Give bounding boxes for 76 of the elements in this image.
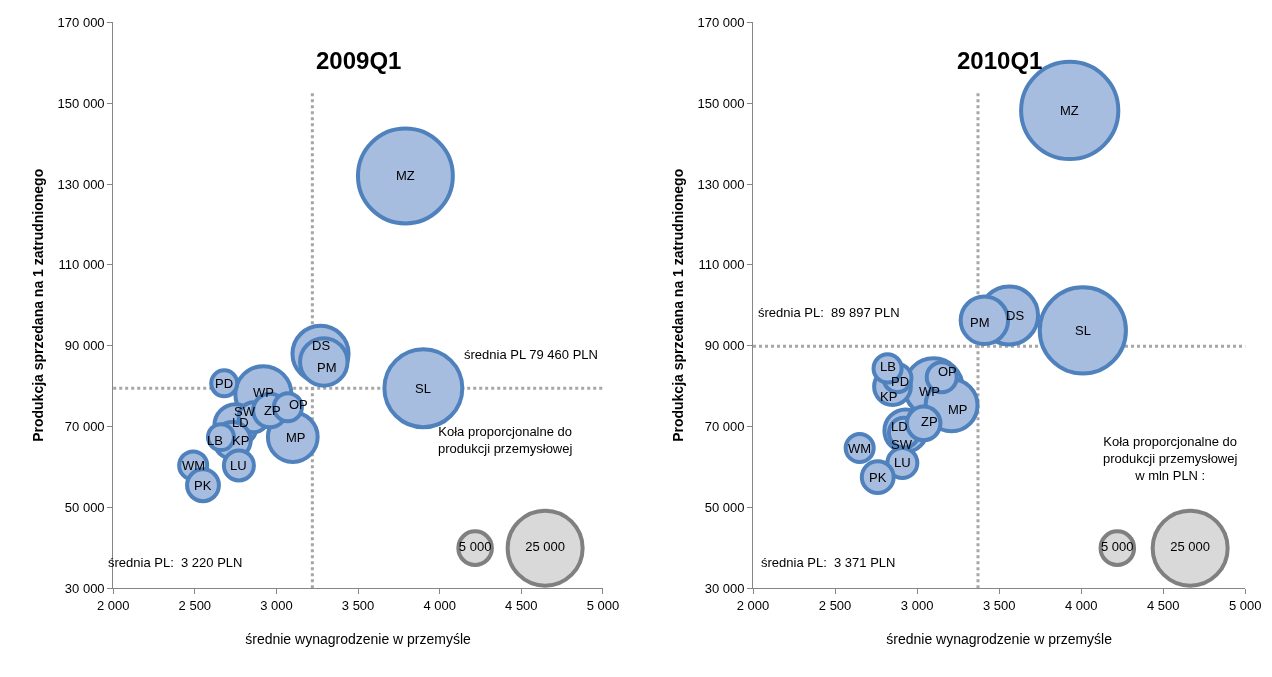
legend-label: 25 000 — [525, 539, 566, 555]
series-label: OP — [938, 364, 957, 379]
ref-line-label: średnia PL 79 460 PLN — [464, 347, 598, 362]
y-tick-label: 50 000 — [704, 500, 745, 516]
series-label: LD — [891, 419, 908, 434]
series-label: WM — [182, 458, 206, 473]
series-label: PM — [970, 315, 990, 330]
annotation: Koła proporcjonalne do produkcji przemysłowej — [438, 424, 573, 456]
y-tick-label: 150 000 — [57, 95, 105, 111]
series-label: PD — [215, 376, 234, 391]
x-tick-label: 4 500 — [505, 597, 538, 613]
y-tick-label: 170 000 — [57, 14, 105, 30]
series-label: ZP — [264, 403, 281, 418]
x-tick-label: 5 000 — [1229, 597, 1262, 613]
x-axis-title: średnie wynagrodzenie w przemyśle — [245, 631, 472, 648]
y-tick-label: 30 000 — [704, 580, 745, 596]
series-label: MZ — [1060, 103, 1079, 118]
series-label: LB — [880, 359, 896, 374]
series-label: LU — [894, 455, 911, 470]
x-tick-label: 3 000 — [260, 597, 293, 613]
x-tick-label: 4 000 — [1064, 597, 1098, 613]
x-tick-label: 3 500 — [982, 597, 1016, 613]
x-tick-label: 4 000 — [423, 597, 456, 613]
annotation: średnia PL: 3 220 PLN — [108, 555, 243, 570]
y-tick-label: 170 000 — [697, 14, 745, 30]
series-label: DS — [312, 338, 331, 353]
x-tick-label: 2 000 — [736, 597, 770, 613]
series-label: PK — [194, 478, 212, 493]
series-label: PD — [891, 374, 910, 389]
series-label: MP — [948, 402, 968, 417]
x-tick-label: 2 500 — [178, 597, 212, 613]
annotation: Koła proporcjonalne do produkcji przemysłowej w mln PLN : — [1103, 434, 1238, 483]
y-tick-label: 70 000 — [704, 419, 745, 435]
series-label: MP — [286, 430, 306, 445]
y-axis-title: Produkcja sprzedana na 1 zatrudnionego — [670, 168, 687, 442]
text: 2010Q1 — [957, 47, 1043, 74]
series-label: WM — [848, 441, 872, 456]
series-label: SL — [415, 381, 431, 396]
series-label: ZP — [921, 414, 938, 429]
y-tick-label: 110 000 — [698, 257, 745, 273]
series-label: KP — [232, 433, 250, 448]
series-label: WP — [253, 385, 274, 400]
x-tick-label: 2 000 — [96, 597, 130, 613]
series-label: SL — [1075, 323, 1091, 338]
series-label: MZ — [396, 168, 415, 183]
x-tick-label: 3 500 — [341, 597, 375, 613]
y-tick-label: 110 000 — [58, 257, 105, 273]
x-tick-label: 2 500 — [818, 597, 852, 613]
legend-label: 5 000 — [458, 539, 492, 555]
y-tick-label: 130 000 — [57, 176, 105, 192]
y-tick-label: 150 000 — [697, 95, 745, 111]
y-tick-label: 50 000 — [64, 500, 105, 516]
x-tick-label: 3 000 — [900, 597, 934, 613]
y-tick-label: 90 000 — [64, 338, 105, 354]
x-axis-title: średnie wynagrodzenie w przemyśle — [886, 631, 1113, 648]
series-label: KP — [880, 389, 898, 404]
series-label: SW — [891, 437, 913, 452]
text: 2009Q1 — [316, 47, 402, 74]
series-label: LB — [207, 433, 223, 448]
series-label: DS — [1006, 308, 1025, 323]
ref-line-label: średnia PL: 89 897 PLN — [758, 305, 900, 320]
series-label: OP — [289, 397, 308, 412]
annotation: średnia PL: 3 371 PLN — [761, 555, 896, 570]
legend-label: 25 000 — [1170, 539, 1211, 555]
y-tick-label: 130 000 — [697, 176, 745, 192]
y-tick-label: 70 000 — [64, 419, 105, 435]
series-label: LU — [230, 458, 247, 473]
series-label: PM — [317, 360, 337, 375]
y-tick-label: 90 000 — [704, 338, 745, 354]
y-tick-label: 30 000 — [64, 580, 105, 596]
x-tick-label: 5 000 — [586, 597, 620, 613]
y-axis-title: Produkcja sprzedana na 1 zatrudnionego — [30, 168, 47, 442]
series-label: PK — [869, 470, 887, 485]
series-label: WP — [919, 384, 940, 399]
x-tick-label: 4 500 — [1146, 597, 1180, 613]
legend-label: 5 000 — [1101, 539, 1134, 555]
